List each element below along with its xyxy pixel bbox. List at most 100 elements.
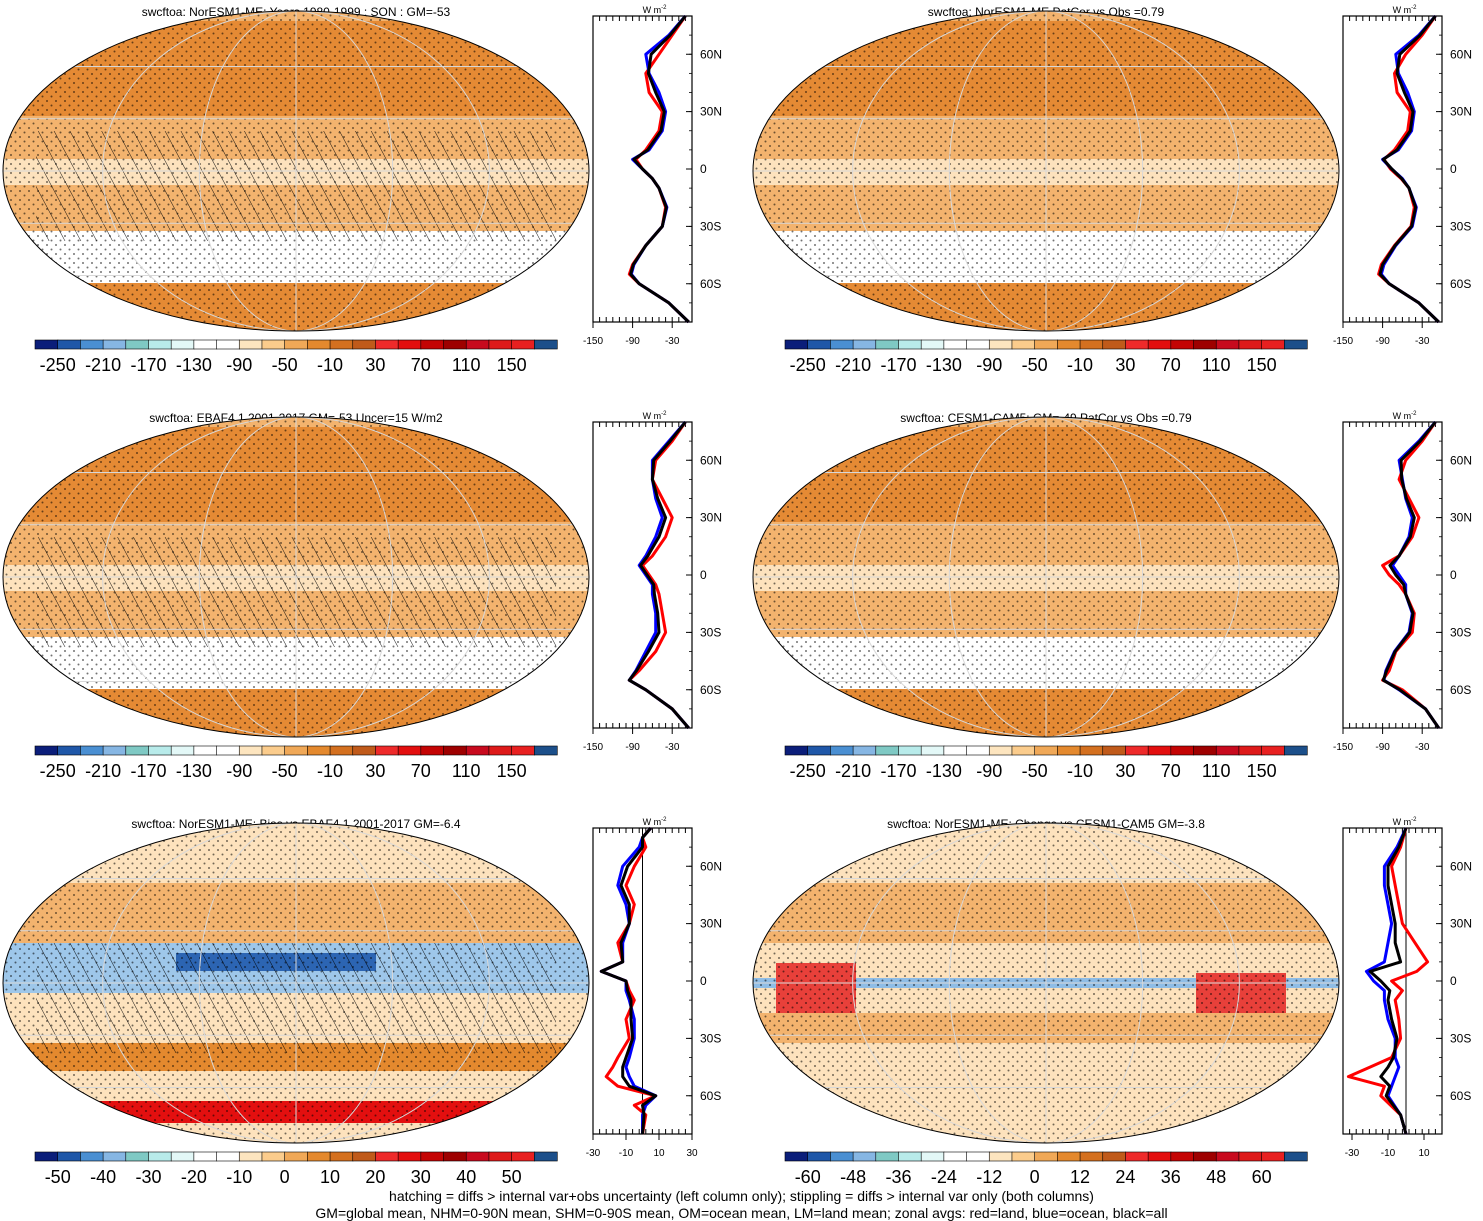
colorbar-tick-label: 70 (411, 761, 431, 781)
colorbar-swatch (966, 339, 990, 350)
colorbar-swatch (1147, 1151, 1172, 1162)
profile-lat-label: 0 (700, 568, 707, 582)
graticule-lon (852, 823, 1240, 1143)
colorbar: -60 -48 -36 -24 -12 0 12 24 36 48 60 (784, 1151, 1308, 1187)
colorbar-swatch (375, 339, 399, 350)
profile-series-line (627, 421, 690, 729)
colorbar-swatch (898, 339, 922, 350)
colorbar-swatch (988, 1151, 1013, 1162)
colorbar-swatch (352, 745, 377, 756)
profile-series-line (629, 15, 690, 324)
profile-lat-label: 60S (1450, 683, 1471, 697)
colorbar-swatch (1125, 1151, 1149, 1162)
profile-xtick-label: -30 (665, 336, 680, 347)
profile-xtick-label: -150 (1333, 742, 1353, 753)
colorbar-tick-label: -210 (835, 761, 871, 781)
profile-lat-label: 0 (700, 162, 707, 176)
colorbar-swatch (1193, 745, 1217, 756)
profile-frame (1342, 421, 1443, 729)
colorbar-swatch (1238, 1151, 1263, 1162)
colorbar-swatch (102, 339, 127, 350)
profile-xtick-label: -90 (1375, 742, 1390, 753)
profile-lat-label: 30N (1450, 105, 1472, 119)
colorbar-swatch (307, 745, 331, 756)
colorbar-swatch (329, 1151, 354, 1162)
colorbar-swatch (988, 745, 1013, 756)
colorbar-swatch (1011, 339, 1036, 350)
colorbar-swatch (1261, 1151, 1285, 1162)
colorbar-tick-label: 150 (1247, 761, 1277, 781)
colorbar-swatch (830, 1151, 854, 1162)
profile-unit: W m-2 (643, 817, 667, 827)
profile-series-line (1381, 421, 1440, 729)
colorbar-swatch (443, 745, 467, 756)
map (753, 11, 1339, 331)
colorbar-swatch (988, 339, 1013, 350)
colorbar-swatch (148, 1151, 172, 1162)
colorbar-tick-label: 110 (452, 761, 481, 781)
profile-xtick-label: 30 (686, 1148, 698, 1159)
colorbar-swatch (125, 1151, 150, 1162)
profile-unit-exponent: -2 (1411, 817, 1417, 823)
zonal-profile: -150 -90 -30 W m-2 60N 30N 0 30S 60S (1333, 411, 1472, 753)
colorbar-swatch (80, 339, 104, 350)
profile-lat-label: 60S (1450, 277, 1471, 291)
colorbar-swatch (1034, 339, 1058, 350)
graticule-lon (198, 11, 394, 331)
colorbar-tick-label: 40 (456, 1167, 476, 1187)
colorbar-swatch (352, 339, 377, 350)
colorbar-tick-label: -50 (1022, 355, 1048, 375)
colorbar-swatch (375, 1151, 399, 1162)
colorbar-tick-label: -250 (790, 355, 826, 375)
colorbar-swatch (148, 745, 172, 756)
colorbar-swatch (966, 745, 990, 756)
profile-series-line (627, 421, 690, 729)
profile-lat-label: 60N (1450, 47, 1472, 61)
colorbar-swatch (125, 339, 150, 350)
colorbar-swatch (875, 339, 900, 350)
colorbar-swatch (1147, 745, 1172, 756)
profile-series-line (599, 827, 658, 1135)
profile-series-line (629, 15, 690, 324)
colorbar-tick-label: -210 (85, 761, 121, 781)
colorbar-swatch (511, 745, 535, 756)
colorbar-swatch (784, 339, 809, 350)
colorbar-swatch (420, 339, 445, 350)
profile-xtick-label: -150 (583, 742, 603, 753)
colorbar-swatch (1102, 339, 1127, 350)
profile-lat-label: 60S (700, 683, 721, 697)
profile-xtick-label: -150 (1333, 336, 1353, 347)
panel-5: swcftoa: NorESM1-ME: Bias vs EBAF4.1 200… (2, 817, 722, 1187)
profile-xtick-label: -90 (625, 742, 640, 753)
colorbar-swatch (488, 745, 513, 756)
colorbar-swatch (1079, 339, 1104, 350)
colorbar-swatch (57, 1151, 81, 1162)
colorbar-tick-label: -170 (880, 761, 916, 781)
colorbar-swatch (465, 339, 490, 350)
colorbar-swatch (534, 745, 558, 756)
colorbar-tick-label: 150 (497, 355, 527, 375)
colorbar-swatch (443, 1151, 467, 1162)
colorbar-tick-label: -10 (1067, 761, 1093, 781)
profile-unit: W m-2 (1393, 817, 1417, 827)
profile-lat-label: 30N (1450, 511, 1472, 525)
colorbar-swatch (488, 1151, 513, 1162)
panel-6: swcftoa: NorESM1-ME: Change vs CESM1-CAM… (752, 817, 1472, 1187)
colorbar-swatch (1170, 339, 1195, 350)
footer-legend-note: GM=global mean, NHM=0-90N mean, SHM=0-90… (315, 1205, 1168, 1221)
colorbar-swatch (830, 339, 854, 350)
colorbar-tick-label: 48 (1206, 1167, 1226, 1187)
colorbar-swatch (284, 745, 308, 756)
profile-lat-label: 0 (700, 974, 707, 988)
colorbar-swatch (784, 745, 809, 756)
colorbar-swatch (1125, 745, 1149, 756)
colorbar-tick-label: -50 (272, 355, 298, 375)
profile-lat-label: 60N (700, 47, 722, 61)
colorbar-swatch (852, 745, 877, 756)
colorbar-swatch (1147, 339, 1172, 350)
colorbar-swatch (920, 339, 945, 350)
profile-lat-label: 30N (700, 917, 722, 931)
colorbar-swatch (1011, 1151, 1036, 1162)
colorbar-swatch (57, 745, 81, 756)
